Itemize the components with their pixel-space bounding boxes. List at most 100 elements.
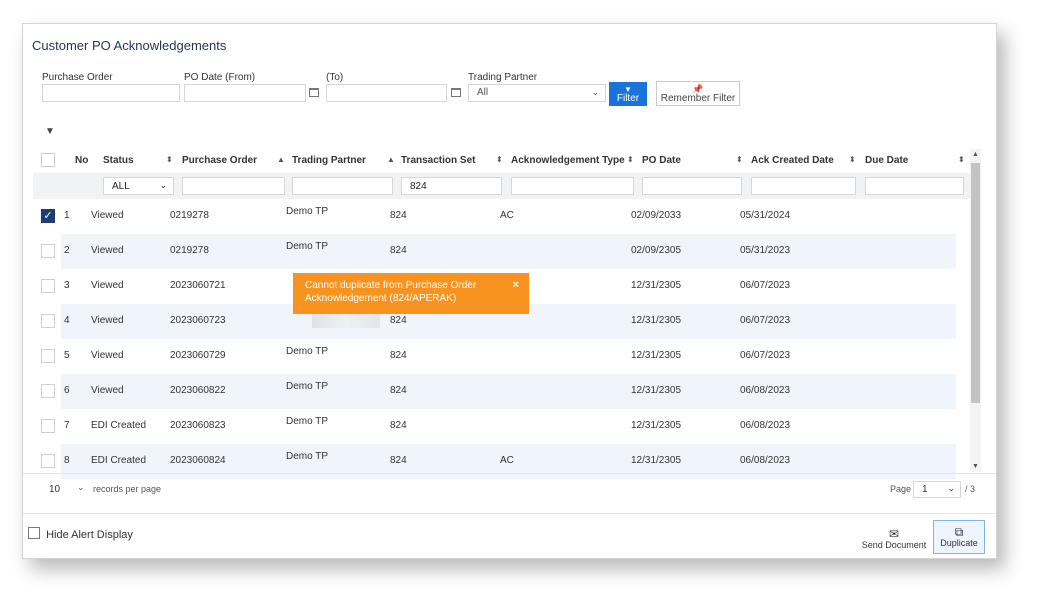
po-date-from-label: PO Date (From) bbox=[184, 72, 256, 83]
page-label: Page bbox=[890, 484, 912, 494]
sort-icon[interactable]: ⬍ bbox=[496, 155, 503, 164]
column-header-due-date[interactable]: Due Date bbox=[865, 155, 909, 166]
sort-icon[interactable]: ⬍ bbox=[736, 155, 743, 164]
table-row[interactable]: 2 Viewed 0219278 Demo TP 824 02/09/2305 05/31/… bbox=[61, 234, 956, 269]
duplicate-button[interactable]: ⧉ Duplicate bbox=[933, 520, 985, 554]
row-checkbox[interactable] bbox=[41, 244, 55, 258]
trading-partner-label: Trading Partner bbox=[468, 72, 538, 83]
cell-no: 6 bbox=[64, 385, 70, 396]
table-row[interactable]: 6 Viewed 2023060822 Demo TP 824 12/31/2305 06/… bbox=[61, 374, 956, 409]
cell-po-date: 12/31/2305 bbox=[631, 455, 682, 466]
cell-status: Viewed bbox=[91, 245, 124, 256]
sort-ascending-icon[interactable]: ▲ bbox=[387, 155, 395, 164]
column-header-po-date[interactable]: PO Date bbox=[642, 155, 681, 166]
row-checkbox[interactable]: ✓ bbox=[41, 209, 55, 223]
error-toast: Cannot duplicate from Purchase Order Ack… bbox=[293, 273, 529, 314]
scrollbar-thumb[interactable] bbox=[971, 163, 980, 403]
cell-po-date: 12/31/2305 bbox=[631, 315, 682, 326]
column-filter-icon[interactable]: ▼ bbox=[45, 126, 55, 137]
column-header-ack-created-date[interactable]: Ack Created Date bbox=[751, 155, 834, 166]
row-checkbox[interactable] bbox=[41, 384, 55, 398]
column-header-purchase-order[interactable]: Purchase Order bbox=[182, 155, 258, 166]
vertical-scrollbar[interactable]: ▲ ▼ bbox=[970, 149, 981, 472]
copy-icon: ⧉ bbox=[954, 525, 964, 539]
column-header-no: No bbox=[75, 155, 89, 166]
po-date-from-input[interactable] bbox=[184, 84, 306, 102]
sort-icon[interactable]: ⬍ bbox=[166, 155, 173, 164]
cell-no: 2 bbox=[64, 245, 70, 256]
cell-trading-partner: Demo TP bbox=[286, 206, 329, 217]
table-row[interactable]: 7 EDI Created 2023060823 Demo TP 824 12/31/23… bbox=[61, 409, 956, 444]
pagination-bar: 10 ⌄ records per page Page 1 ⌄ / 3 bbox=[23, 473, 996, 504]
po-date-filter-input[interactable] bbox=[642, 177, 742, 195]
acknowledgements-grid: No Status ⬍ Purchase Order ▲ Trading Par… bbox=[33, 146, 981, 472]
cell-trading-partner: Demo TP bbox=[286, 416, 329, 427]
hide-alert-label: Hide Alert Display bbox=[46, 529, 133, 541]
cell-po-date: 12/31/2305 bbox=[631, 385, 682, 396]
cell-purchase-order: 2023060729 bbox=[170, 350, 226, 361]
table-row[interactable]: 1 Viewed 0219278 Demo TP 824 AC 02/09/2033 05/3… bbox=[61, 199, 956, 234]
cell-transaction-set: 824 bbox=[390, 420, 407, 431]
chevron-down-icon: ⌄ bbox=[591, 87, 599, 97]
page-size-value[interactable]: 10 bbox=[49, 484, 61, 495]
remember-filter-label: Remember Filter bbox=[660, 92, 736, 104]
sort-icon[interactable]: ⬍ bbox=[958, 155, 965, 164]
send-document-button[interactable]: ✉ Send Document bbox=[861, 528, 927, 550]
acknowledgement-type-filter-input[interactable] bbox=[511, 177, 634, 195]
row-checkbox[interactable] bbox=[41, 454, 55, 468]
due-date-filter-input[interactable] bbox=[865, 177, 964, 195]
calendar-icon[interactable] bbox=[309, 88, 319, 97]
column-header-trading-partner[interactable]: Trading Partner bbox=[292, 155, 366, 166]
cell-ack-created: 06/07/2023 bbox=[740, 280, 791, 291]
sort-icon[interactable]: ⬍ bbox=[627, 155, 634, 164]
row-checkbox[interactable] bbox=[41, 279, 55, 293]
cell-no: 4 bbox=[64, 315, 70, 326]
status-filter-select[interactable]: ALL ⌄ bbox=[103, 177, 174, 195]
filter-button[interactable]: ▼ Filter bbox=[609, 82, 647, 106]
checkbox-box[interactable] bbox=[28, 527, 40, 539]
cell-status: Viewed bbox=[91, 280, 124, 291]
calendar-icon[interactable] bbox=[451, 88, 461, 97]
trading-partner-select[interactable]: All ⌄ bbox=[468, 84, 606, 102]
ack-created-date-filter-input[interactable] bbox=[751, 177, 856, 195]
cell-po-date: 12/31/2305 bbox=[631, 350, 682, 361]
po-date-to-input[interactable] bbox=[326, 84, 447, 102]
blurred-region bbox=[312, 312, 380, 328]
column-header-status[interactable]: Status bbox=[103, 155, 134, 166]
filter-button-label: Filter bbox=[616, 93, 640, 104]
remember-filter-button[interactable]: 📌 Remember Filter bbox=[656, 81, 740, 106]
row-checkbox[interactable] bbox=[41, 419, 55, 433]
cell-po-date: 12/31/2305 bbox=[631, 420, 682, 431]
row-checkbox[interactable] bbox=[41, 349, 55, 363]
cell-ack-created: 05/31/2024 bbox=[740, 210, 791, 221]
trading-partner-value: All bbox=[477, 87, 489, 98]
cell-ack-type: AC bbox=[500, 455, 514, 466]
hide-alert-checkbox[interactable]: Hide Alert Display bbox=[28, 527, 133, 541]
trading-partner-filter-input[interactable] bbox=[292, 177, 393, 195]
column-header-transaction-set[interactable]: Transaction Set bbox=[401, 155, 476, 166]
scroll-down-icon[interactable]: ▼ bbox=[972, 463, 979, 470]
cell-transaction-set: 824 bbox=[390, 245, 407, 256]
cell-transaction-set: 824 bbox=[390, 455, 407, 466]
chevron-down-icon[interactable]: ⌄ bbox=[77, 482, 85, 492]
transaction-set-filter-input[interactable]: 824 bbox=[401, 177, 502, 195]
column-header-acknowledgement-type[interactable]: Acknowledgement Type bbox=[511, 155, 625, 166]
sort-ascending-icon[interactable]: ▲ bbox=[277, 155, 285, 164]
cell-ack-created: 06/07/2023 bbox=[740, 315, 791, 326]
scroll-up-icon[interactable]: ▲ bbox=[972, 151, 979, 158]
select-all-checkbox[interactable] bbox=[41, 153, 55, 167]
cell-ack-created: 05/31/2023 bbox=[740, 245, 791, 256]
close-icon[interactable]: × bbox=[512, 279, 519, 291]
purchase-order-input[interactable] bbox=[42, 84, 180, 102]
po-acknowledgements-window: Customer PO Acknowledgements Purchase Or… bbox=[22, 23, 997, 559]
purchase-order-filter-input[interactable] bbox=[182, 177, 285, 195]
sort-icon[interactable]: ⬍ bbox=[849, 155, 856, 164]
cell-ack-type: AC bbox=[500, 210, 514, 221]
table-row[interactable]: 5 Viewed 2023060729 Demo TP 824 12/31/2305 06/… bbox=[61, 339, 956, 374]
cell-transaction-set: 824 bbox=[390, 315, 407, 326]
table-row[interactable]: 3 Viewed 2023060721 12/31/2305 06/07/2023 bbox=[61, 269, 956, 304]
page-number-select[interactable]: 1 ⌄ bbox=[913, 481, 961, 498]
cell-purchase-order: 2023060824 bbox=[170, 455, 226, 466]
row-checkbox[interactable] bbox=[41, 314, 55, 328]
cell-status: Viewed bbox=[91, 350, 124, 361]
